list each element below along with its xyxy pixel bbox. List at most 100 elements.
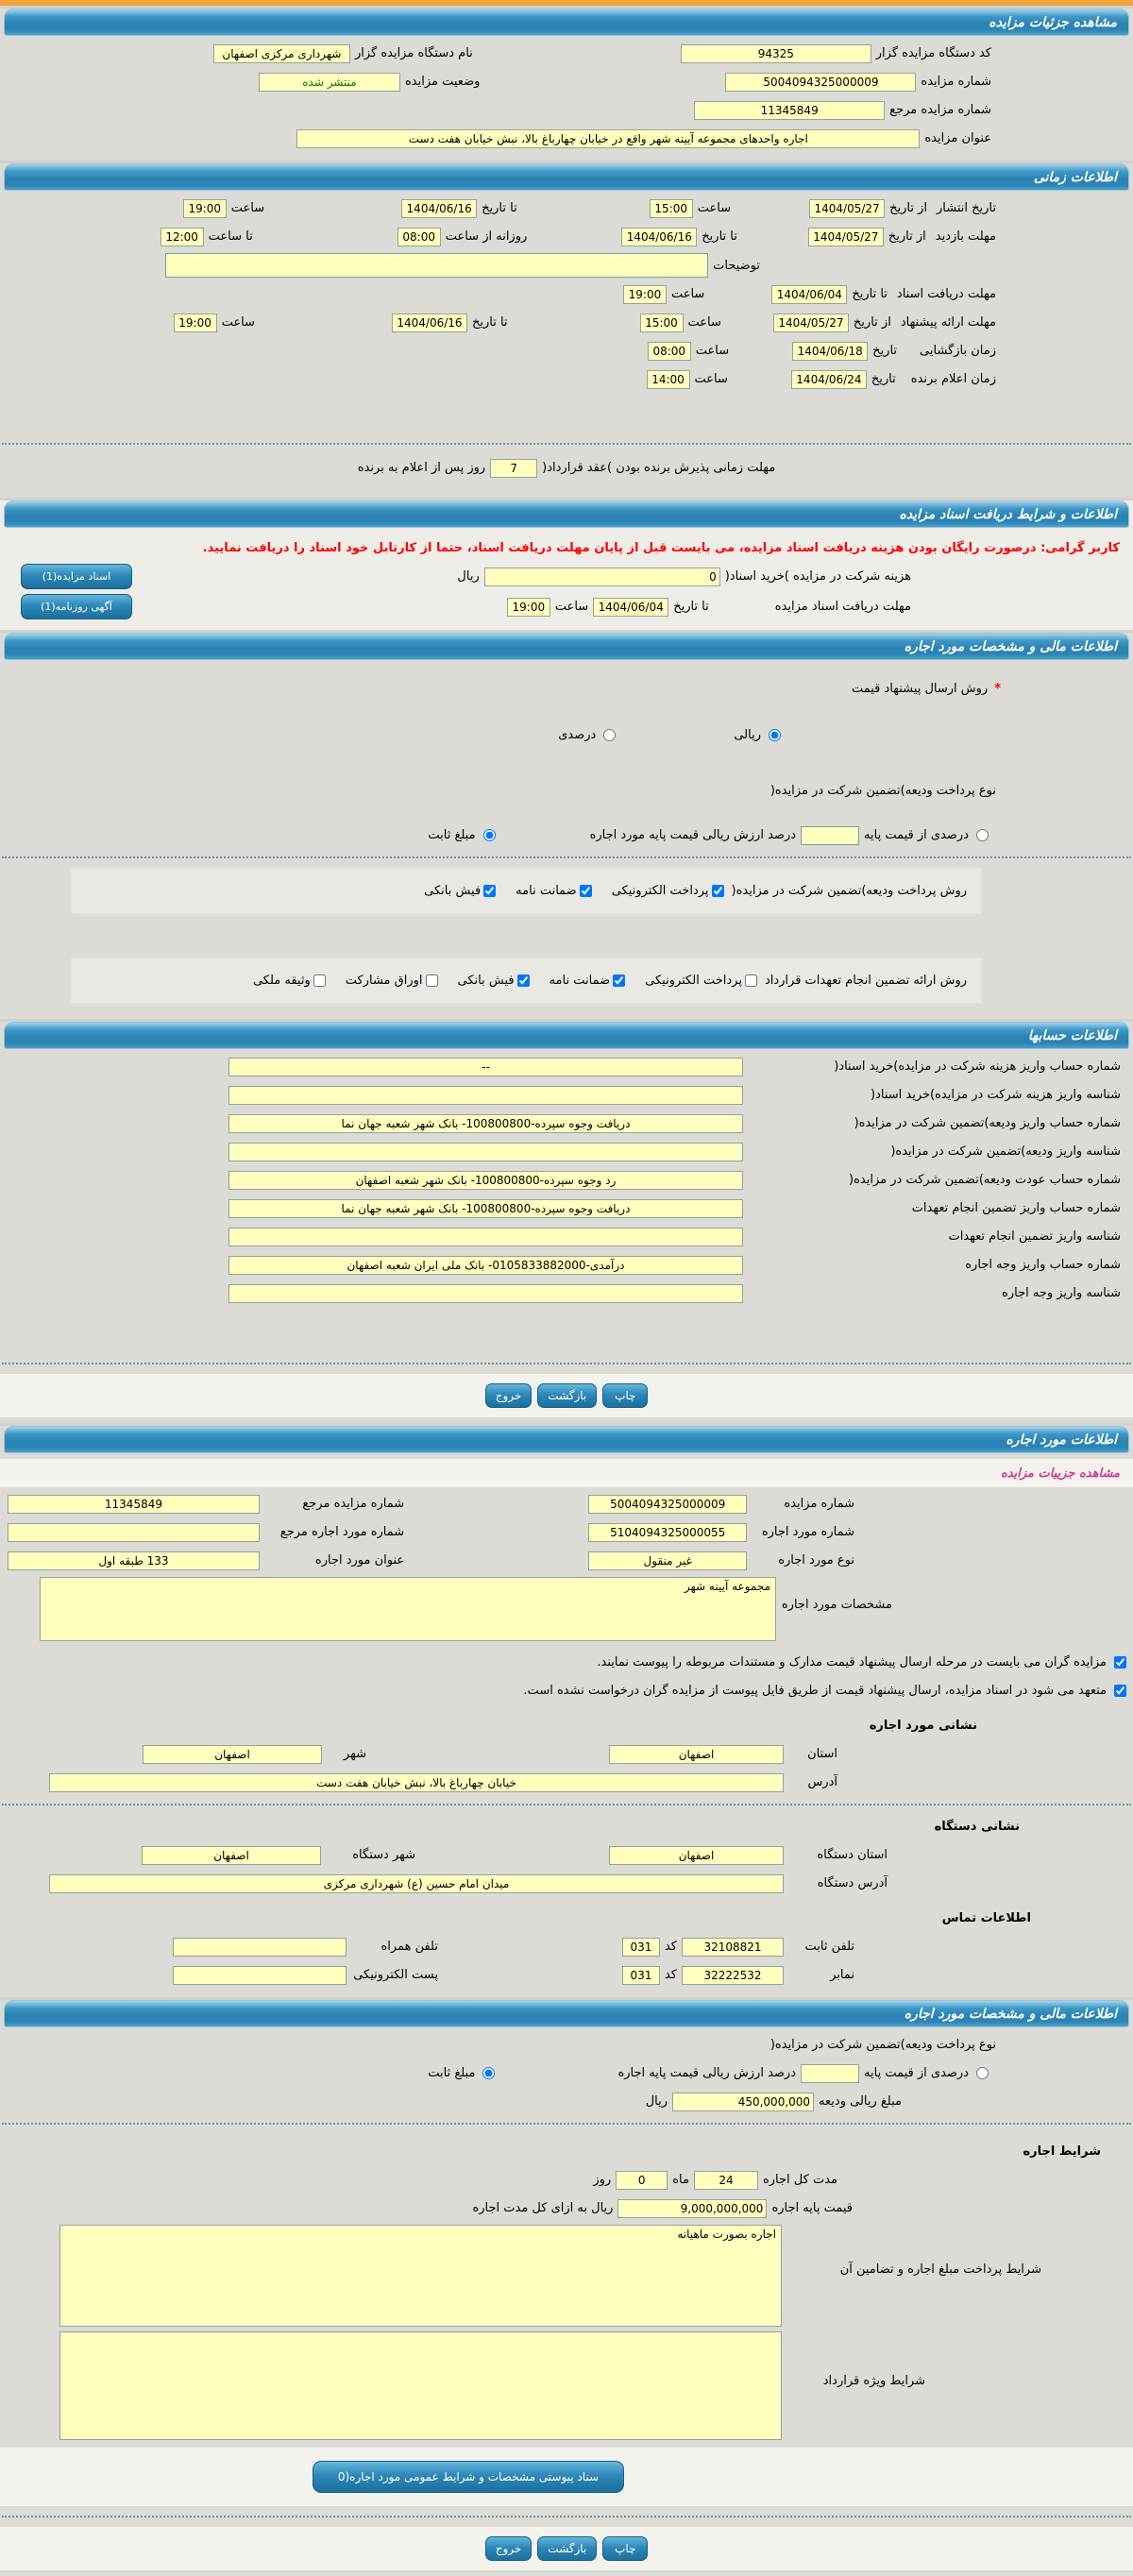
offer-from-date-field[interactable] [772, 313, 849, 332]
percent-of-base-radio[interactable] [976, 2067, 989, 2079]
publish-to-date-field[interactable] [401, 198, 478, 218]
fixed-amount-radio[interactable] [482, 829, 496, 841]
guarantee-option-property-collateral[interactable]: وثیقه ملکی [253, 974, 329, 988]
account-row-field[interactable] [228, 1255, 743, 1275]
auction-number-field[interactable] [588, 1494, 748, 1514]
account-row-field[interactable] [228, 1283, 743, 1303]
mobile-field[interactable] [172, 1937, 347, 1957]
percent-of-base-radio[interactable] [976, 829, 989, 841]
description-field[interactable] [165, 253, 709, 278]
rent-item-number-field[interactable] [588, 1522, 748, 1542]
org-province-field[interactable] [609, 1845, 784, 1865]
winner-accept-days-field[interactable] [490, 458, 538, 478]
rent-item-title-field[interactable] [7, 1551, 260, 1570]
attached-docs-button[interactable]: سناد پیوستی مشخصات و شرایط عمومی مورد اج… [313, 2461, 624, 2493]
exit-button[interactable]: خروج [484, 2536, 533, 2561]
auction-documents-button[interactable]: اسناد مزایده(1) [21, 564, 132, 589]
auction-status-field[interactable] [258, 72, 400, 92]
print-button[interactable]: چاپ [602, 1383, 649, 1408]
special-terms-textarea[interactable] [59, 2331, 782, 2440]
electronic-pay-checkbox[interactable] [744, 974, 757, 987]
guarantee-option-bank-slip[interactable]: فیش بانکی [458, 974, 533, 988]
account-row-field[interactable] [228, 1227, 743, 1246]
visit-to-date-field[interactable] [621, 227, 698, 246]
bonds-checkbox[interactable] [425, 974, 438, 987]
org-address-field[interactable] [49, 1873, 784, 1893]
docs-deadline-time-field[interactable] [622, 284, 667, 304]
account-row-field[interactable] [228, 1198, 743, 1218]
bank-slip-checkbox[interactable] [483, 885, 497, 897]
auction-number-field[interactable] [725, 72, 917, 92]
rent-item-type-field[interactable] [588, 1551, 748, 1570]
email-field[interactable] [172, 1965, 347, 1985]
offer-to-time-field[interactable] [173, 313, 217, 332]
deposit-amount-field[interactable] [672, 2092, 815, 2111]
account-row-field[interactable] [228, 1170, 743, 1190]
publish-from-date-field[interactable] [809, 198, 886, 218]
pay-option-electronic[interactable]: پرداخت الکترونیکی [612, 884, 727, 898]
guarantee-option-bonds[interactable]: اوراق مشارکت [346, 974, 441, 988]
publish-to-time-field[interactable] [182, 198, 227, 218]
pay-option-bank-slip[interactable]: فیش بانکی [424, 884, 499, 898]
guarantee-option-electronic[interactable]: پرداخت الکترونیکی [645, 974, 760, 988]
docs-deadline-date-field[interactable] [593, 597, 669, 617]
duration-months-field[interactable] [693, 2170, 758, 2190]
publish-from-time-field[interactable] [649, 198, 693, 218]
percent-of-base-field[interactable] [801, 2063, 860, 2083]
attach-docs-required-checkbox[interactable] [1114, 1656, 1126, 1669]
fax-area-code-field[interactable] [621, 1965, 660, 1985]
base-price-field[interactable] [617, 2198, 768, 2218]
landline-field[interactable] [682, 1937, 784, 1957]
guarantee-letter-checkbox[interactable] [579, 885, 592, 897]
view-auction-details-link[interactable]: مشاهده جزییات مزایده [1000, 1466, 1120, 1481]
auctioneer-name-field[interactable] [212, 43, 350, 63]
account-row-field[interactable] [228, 1085, 743, 1105]
back-button[interactable]: بازگشت [537, 1383, 598, 1408]
auction-ref-field[interactable] [7, 1494, 260, 1514]
print-button[interactable]: چاپ [602, 2536, 649, 2561]
area-code-field[interactable] [621, 1937, 660, 1957]
offer-to-date-field[interactable] [391, 313, 467, 332]
auctioneer-code-field[interactable] [680, 43, 871, 63]
winner-date-field[interactable] [790, 369, 867, 389]
newspaper-ad-button[interactable]: آگهی روزنامه(1) [21, 594, 132, 619]
account-row-field[interactable] [228, 1142, 743, 1161]
opening-time-field[interactable] [647, 341, 691, 361]
guarantee-option-letter[interactable]: ضمانت نامه [550, 974, 629, 988]
duration-days-field[interactable] [616, 2170, 668, 2190]
pay-option-guarantee-letter[interactable]: ضمانت نامه [516, 884, 595, 898]
pay-terms-textarea[interactable]: اجاره بصورت ماهیانه [59, 2225, 782, 2327]
percent-of-base-field[interactable] [801, 825, 860, 845]
participation-fee-field[interactable] [483, 567, 720, 586]
property-collateral-checkbox[interactable] [313, 974, 326, 987]
no-file-request-checkbox[interactable] [1114, 1685, 1126, 1697]
percent-radio[interactable] [603, 729, 617, 741]
bank-slip-checkbox[interactable] [516, 974, 530, 987]
visit-to-time-field[interactable] [160, 227, 204, 246]
account-row-field[interactable] [228, 1113, 743, 1133]
org-city-field[interactable] [142, 1845, 321, 1865]
rent-item-ref-field[interactable] [7, 1522, 260, 1542]
fax-field[interactable] [682, 1965, 784, 1985]
docs-deadline-time-field[interactable] [506, 597, 550, 617]
back-button[interactable]: بازگشت [537, 2536, 598, 2561]
province-field[interactable] [609, 1744, 784, 1764]
guarantee-letter-checkbox[interactable] [613, 974, 626, 987]
rent-item-specs-textarea[interactable]: مجموعه آیینه شهر [40, 1577, 776, 1641]
auction-ref-field[interactable] [694, 100, 886, 120]
docs-deadline-date-field[interactable] [771, 284, 848, 304]
section-title: مشاهده جزئیات مزایده [989, 14, 1117, 30]
address-field[interactable] [49, 1772, 784, 1792]
offer-from-time-field[interactable] [639, 313, 684, 332]
fixed-amount-radio[interactable] [482, 2067, 496, 2079]
exit-button[interactable]: خروج [484, 1383, 533, 1408]
auction-title-field[interactable] [296, 128, 921, 148]
winner-time-field[interactable] [646, 369, 690, 389]
electronic-pay-checkbox[interactable] [711, 885, 724, 897]
rial-radio[interactable] [769, 729, 781, 741]
opening-date-field[interactable] [792, 341, 869, 361]
visit-from-time-field[interactable] [397, 227, 441, 246]
visit-from-date-field[interactable] [807, 227, 884, 246]
account-row-field[interactable] [228, 1057, 743, 1076]
city-field[interactable] [143, 1744, 322, 1764]
